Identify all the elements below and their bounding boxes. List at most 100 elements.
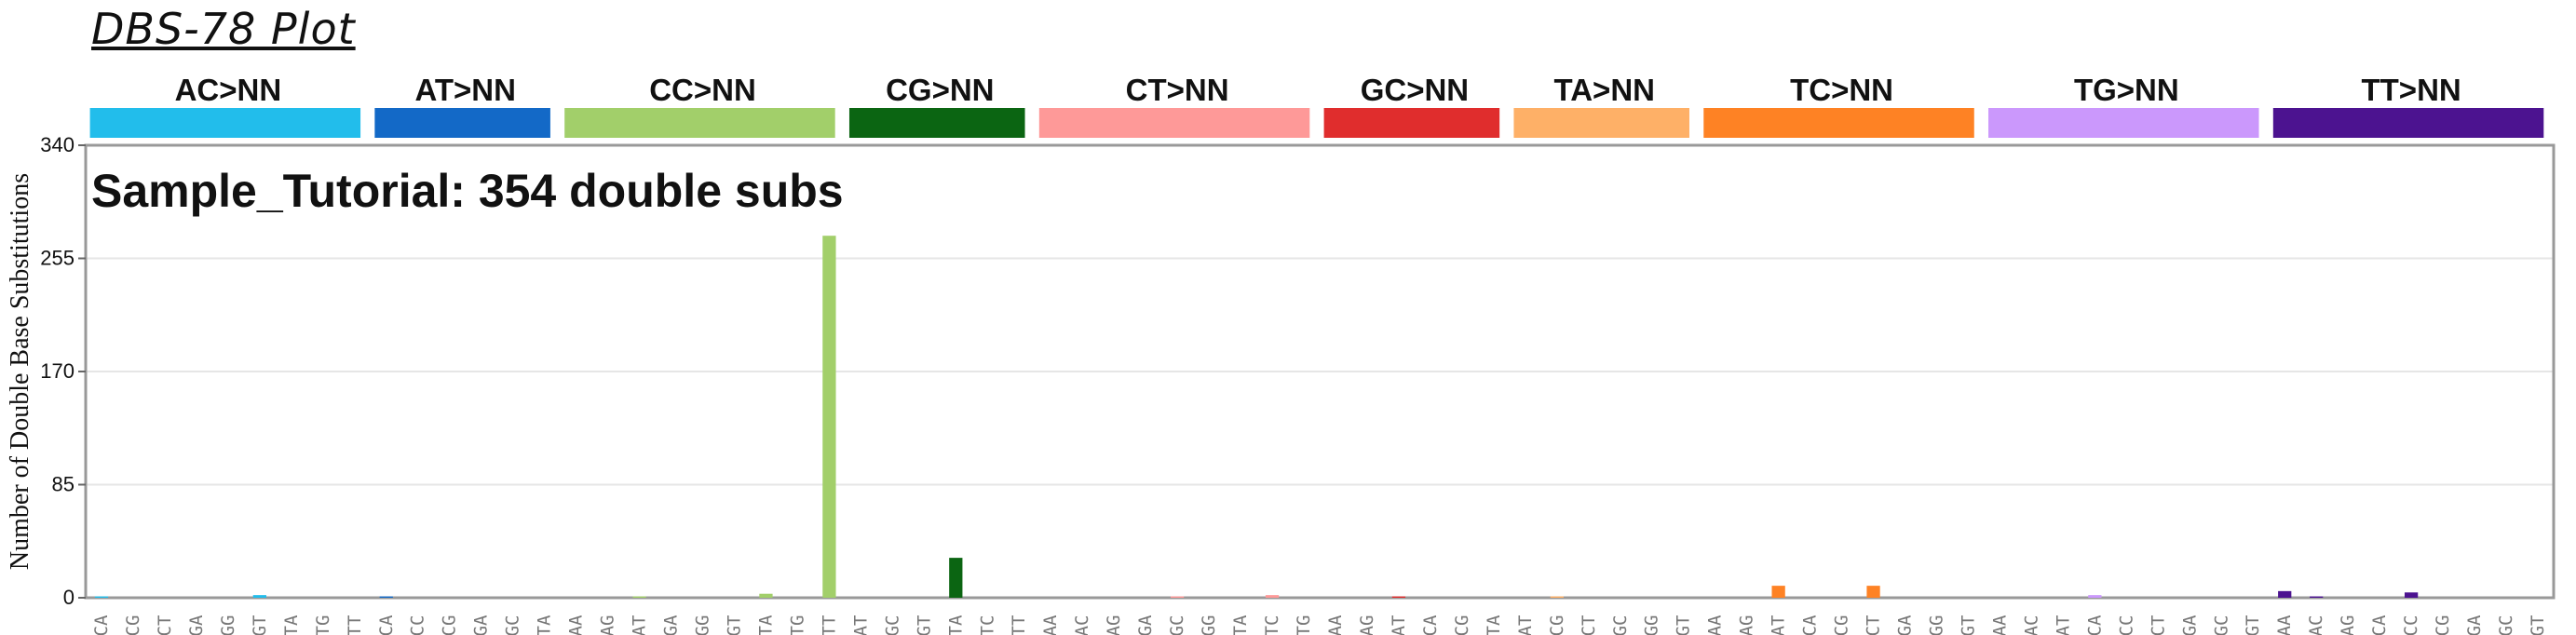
bar	[1866, 586, 1880, 598]
x-tick-label: GA	[471, 615, 492, 635]
x-tick-label: AA	[2274, 615, 2295, 635]
x-tick-label: GA	[1895, 615, 1916, 635]
bar	[1771, 586, 1785, 598]
bar	[1170, 596, 1185, 598]
x-tick-label: GT	[724, 615, 744, 635]
category-header-bar	[1988, 108, 2259, 138]
category-header-bar	[1513, 108, 1689, 138]
category-header: AC>NN AT>NN CC>NN CG>NN CT>NN GC>NN TA>NN TC>NN…	[89, 73, 2544, 138]
x-tick-label: TA	[1230, 615, 1251, 635]
x-tick-label: AG	[1104, 615, 1124, 635]
x-tick-label: CT	[1864, 615, 1884, 635]
y-tick-label: 255	[40, 247, 75, 270]
category-header-bar	[1703, 108, 1974, 138]
x-tick-label: GT	[914, 615, 934, 635]
x-tick-label: GC	[503, 615, 523, 635]
x-tick-label: CC	[2401, 615, 2421, 635]
x-tick-label: AT	[2053, 615, 2073, 635]
y-axis-label: Number of Double Base Substitutions	[6, 173, 34, 570]
x-tick-label: AC	[2021, 615, 2041, 635]
x-tick-label: CA	[376, 615, 397, 635]
x-tick-label: CG	[1832, 615, 1852, 635]
category-header-bar	[374, 108, 550, 138]
bar	[1550, 596, 1564, 598]
x-tick-label: GA	[2179, 615, 2200, 635]
bar	[379, 596, 393, 598]
x-tick-label: GT	[1958, 615, 1978, 635]
x-tick-label: CC	[408, 615, 428, 635]
x-tick-label: CT	[2148, 615, 2168, 635]
x-tick-label: GT	[2243, 615, 2263, 635]
x-tick-label: TG	[1294, 615, 1314, 635]
category-header-bar	[2272, 108, 2544, 138]
bar	[759, 593, 773, 598]
x-tick-label: CG	[1452, 615, 1472, 635]
x-tick-label: GC	[2496, 615, 2516, 635]
bar	[2310, 596, 2324, 598]
y-axis-ticks: 0 85 170 255 340	[40, 133, 86, 609]
bar	[252, 595, 266, 598]
x-tick-label: AG	[1737, 615, 1757, 635]
x-tick-label: TA	[945, 615, 966, 635]
x-tick-label: AA	[1989, 615, 2010, 635]
x-tick-label: AT	[1515, 615, 1536, 635]
x-tick-label: CG	[123, 615, 143, 635]
category-header-bar	[1038, 108, 1310, 138]
x-tick-label: GT	[250, 615, 270, 635]
x-tick-label: CG	[440, 615, 460, 635]
category-header-label: GC>NN	[1361, 73, 1469, 107]
bars	[94, 236, 2419, 598]
x-tick-label: CG	[1547, 615, 1567, 635]
x-tick-label: TA	[281, 615, 302, 635]
x-tick-label: TA	[1484, 615, 1504, 635]
x-tick-label: GA	[2464, 615, 2485, 635]
x-tick-label: TC	[1262, 615, 1282, 635]
category-header-label: AT>NN	[414, 73, 515, 107]
x-tick-label: GG	[1199, 615, 1219, 635]
x-tick-label: CT	[1579, 615, 1599, 635]
bar	[94, 596, 109, 598]
x-tick-label: AT	[630, 615, 650, 635]
x-tick-label: AC	[1072, 615, 1092, 635]
x-tick-label: GT	[2528, 615, 2548, 635]
category-header-label: CC>NN	[649, 73, 756, 107]
category-header-label: CT>NN	[1126, 73, 1229, 107]
x-tick-label: GT	[1674, 615, 1694, 635]
x-tick-label: AT	[850, 615, 871, 635]
bar	[2278, 590, 2292, 598]
y-tick-label: 170	[40, 359, 75, 383]
x-tick-label: GA	[661, 615, 682, 635]
x-tick-label: CA	[2084, 615, 2105, 635]
bar	[2404, 592, 2419, 598]
chart-title: Sample_Tutorial: 354 double subs	[91, 165, 844, 217]
x-tick-label: CC	[2116, 615, 2136, 635]
x-tick-label: AT	[1389, 615, 1409, 635]
x-axis-ticks: CA CG CT GA GG GT TA TG TT CA CC CG GA GC TA AA AG AT GA GG…	[91, 615, 2548, 635]
category-header-bar	[564, 108, 835, 138]
category-header-bar	[89, 108, 361, 138]
y-tick-label: 340	[40, 133, 75, 156]
category-header-label: TA>NN	[1554, 73, 1655, 107]
x-tick-label: CA	[1800, 615, 1821, 635]
x-tick-label: TC	[977, 615, 997, 635]
gridlines	[86, 257, 2554, 486]
x-tick-label: TT	[819, 615, 839, 635]
bar	[822, 236, 836, 598]
category-header-label: AC>NN	[175, 73, 282, 107]
x-tick-label: AA	[1705, 615, 1726, 635]
x-tick-label: GA	[1135, 615, 1156, 635]
x-tick-label: TA	[535, 615, 555, 635]
x-tick-label: GC	[2211, 615, 2231, 635]
x-tick-label: TG	[313, 615, 333, 635]
bar	[2088, 595, 2102, 598]
x-tick-label: GG	[693, 615, 713, 635]
x-tick-label: AG	[1357, 615, 1377, 635]
page-title: DBS-78 Plot	[91, 4, 356, 54]
y-tick-label: 0	[63, 586, 75, 609]
category-header-label: TT>NN	[2361, 73, 2461, 107]
category-header-label: TC>NN	[1790, 73, 1893, 107]
x-tick-label: CA	[1420, 615, 1441, 635]
bar	[1265, 595, 1280, 598]
x-tick-label: TA	[755, 615, 776, 635]
